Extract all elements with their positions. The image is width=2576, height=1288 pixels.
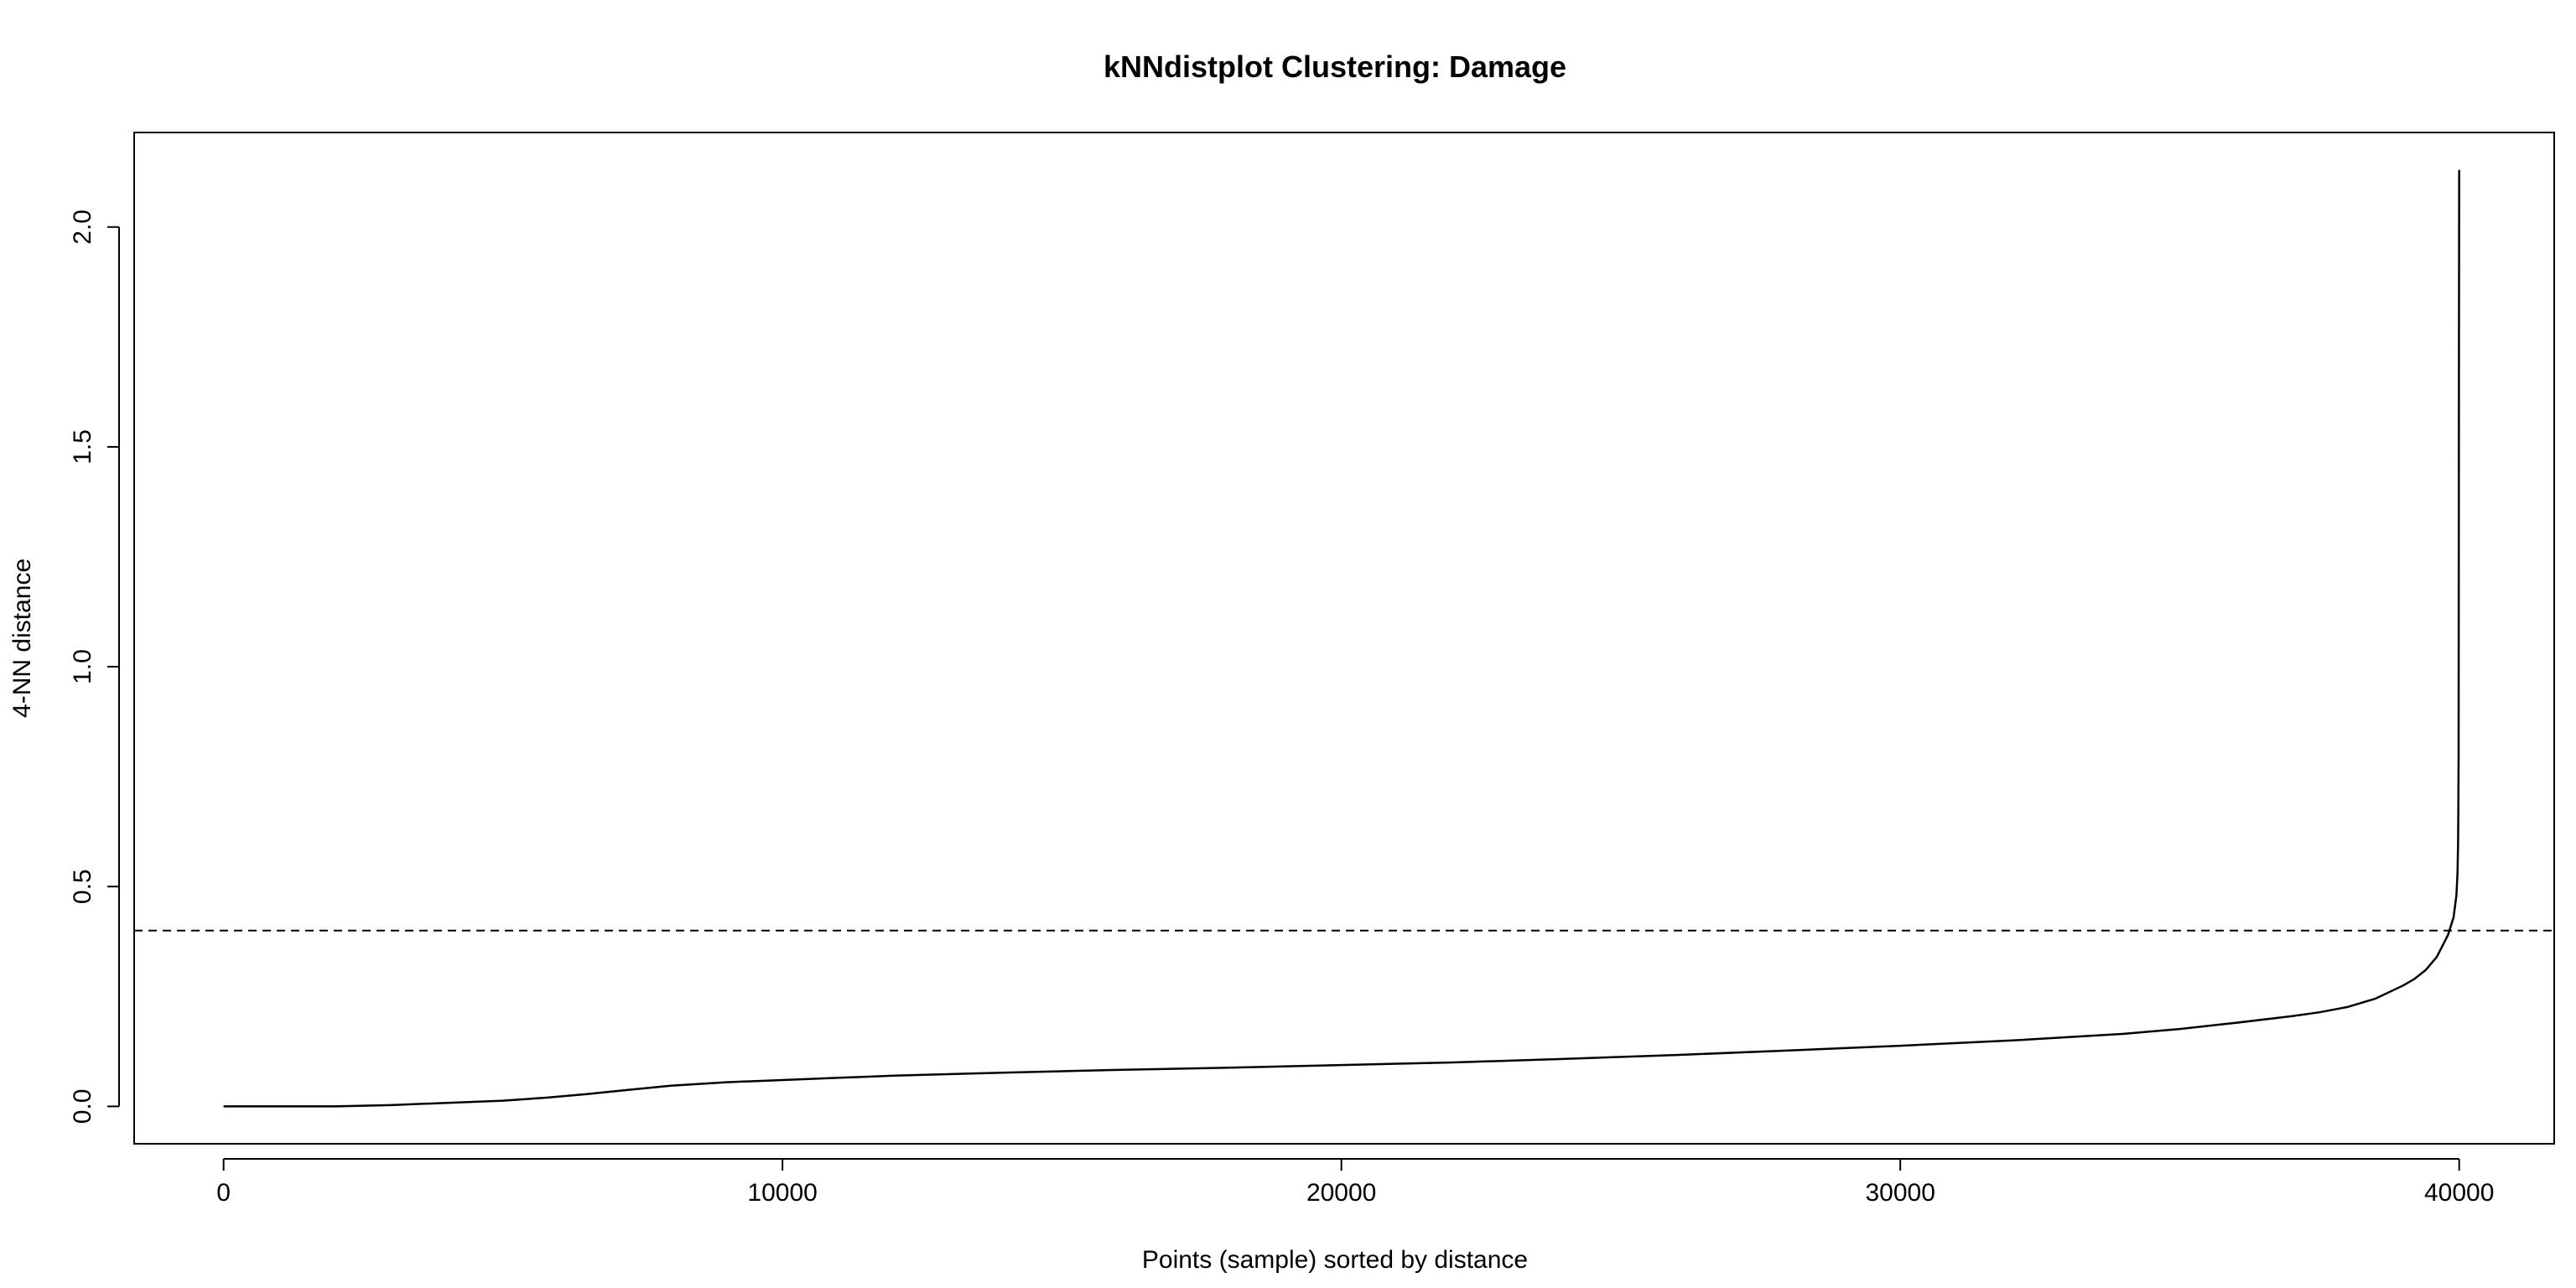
knn-distance-line: [223, 169, 2460, 1108]
y-tick-label: 1.0: [69, 649, 96, 684]
x-axis-label: Points (sample) sorted by distance: [1142, 1246, 1528, 1274]
x-tick-label: 20000: [1306, 1179, 1376, 1207]
y-axis: 0.0 0.5 1.0 1.5 2.0: [69, 210, 120, 1124]
y-axis-label: 4-NN distance: [8, 558, 36, 718]
x-tick-label: 0: [216, 1179, 231, 1207]
x-tick-label: 40000: [2424, 1179, 2494, 1207]
x-tick-label: 10000: [747, 1179, 817, 1207]
y-tick-label: 1.5: [69, 429, 96, 465]
y-tick-label: 2.0: [69, 210, 96, 245]
plot-frame: [133, 132, 2555, 1145]
x-axis: 0 10000 20000 30000 40000: [216, 1158, 2494, 1207]
x-tick-label: 30000: [1865, 1179, 1935, 1207]
y-tick-label: 0.0: [69, 1089, 96, 1124]
chart-title: kNNdistplot Clustering: Damage: [1104, 49, 1566, 84]
y-tick-label: 0.5: [69, 869, 96, 904]
